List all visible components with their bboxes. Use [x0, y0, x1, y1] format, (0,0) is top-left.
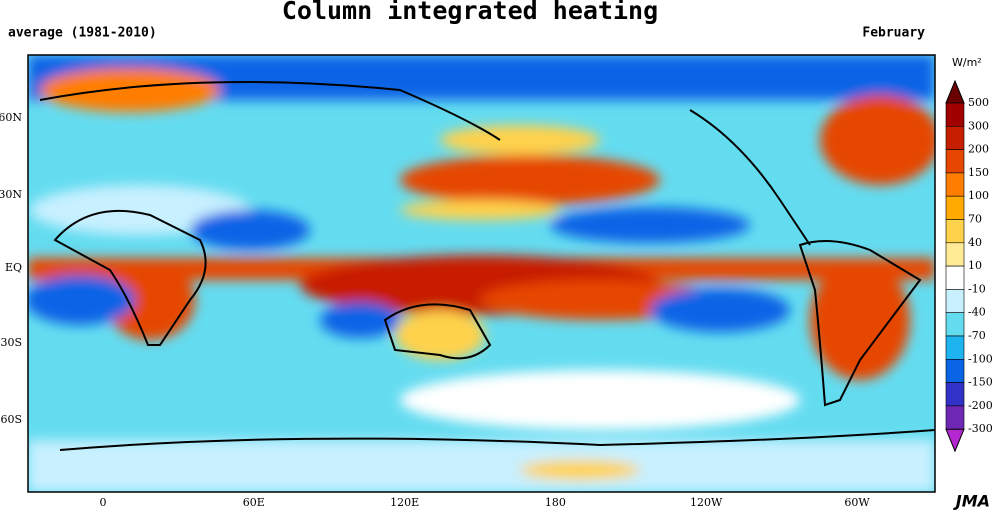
legend-label: -10	[968, 282, 986, 295]
legend-label: -70	[968, 329, 986, 342]
subtitle: average (1981-2010)	[8, 26, 157, 41]
legend-swatch	[945, 382, 965, 407]
legend-unit: W/m²	[952, 56, 982, 69]
legend-swatch	[945, 242, 965, 267]
lon-label: 0	[100, 496, 107, 509]
legend-label: 70	[968, 213, 982, 226]
month: February	[862, 26, 925, 41]
credit: JMA	[953, 492, 990, 511]
legend-label: -40	[968, 306, 986, 319]
coastlines	[39, 81, 935, 451]
legend-label: -200	[968, 399, 993, 412]
legend-swatch	[945, 126, 965, 150]
legend-swatch	[945, 358, 965, 383]
lon-label: 60W	[844, 496, 870, 509]
title: Column integrated heating	[282, 0, 658, 25]
lat-label: 30S	[0, 336, 22, 349]
legend-swatch	[945, 312, 965, 337]
lon-label: 180	[545, 496, 566, 509]
legend-arrow	[945, 428, 965, 453]
legend-swatch	[945, 219, 965, 244]
legend-label: 500	[968, 96, 989, 109]
lat-label: 60N	[0, 111, 22, 124]
legend-swatch	[945, 405, 965, 430]
map-field	[28, 55, 935, 492]
legend-swatch	[945, 335, 965, 360]
legend-swatch	[945, 289, 965, 313]
legend-swatch	[945, 195, 965, 220]
legend-label: -100	[968, 352, 993, 365]
legend-swatch	[945, 172, 965, 197]
legend-label: 200	[968, 143, 989, 156]
lat-label: 60S	[0, 413, 22, 426]
map-frame	[27, 54, 936, 493]
lon-label: 120E	[390, 496, 419, 509]
lon-label: 120W	[690, 496, 723, 509]
legend-swatch	[945, 265, 965, 290]
legend-swatch	[945, 102, 965, 127]
legend-label: 10	[968, 259, 982, 272]
legend-label: -150	[968, 376, 993, 389]
legend-swatch	[945, 149, 965, 174]
lon-label: 60E	[243, 496, 265, 509]
legend-label: 100	[968, 189, 989, 202]
lat-label: 30N	[0, 188, 22, 201]
legend-arrow	[945, 79, 965, 104]
legend-label: 150	[968, 166, 989, 179]
legend-label: -300	[968, 422, 993, 435]
legend-label: 300	[968, 119, 989, 132]
lat-label: EQ	[5, 261, 22, 274]
legend-label: 40	[968, 236, 982, 249]
